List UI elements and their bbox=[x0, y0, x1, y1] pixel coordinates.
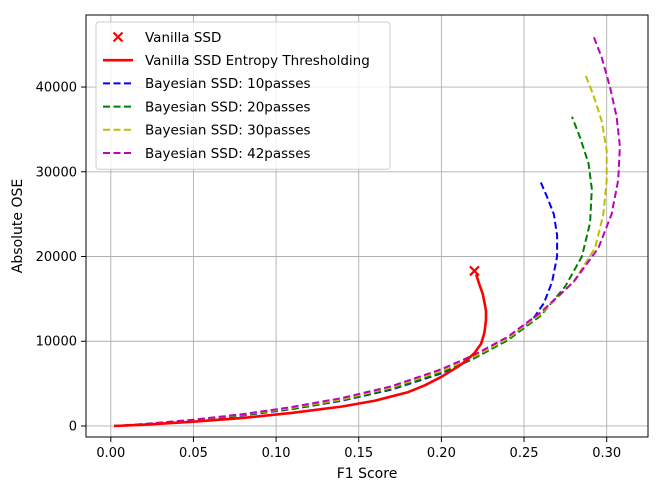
legend-box bbox=[95, 21, 391, 170]
x-tick-label: 0.05 bbox=[179, 446, 208, 461]
x-tick-label: 0.25 bbox=[510, 446, 539, 461]
x-tick-label: 0.15 bbox=[344, 446, 373, 461]
point-marker-vanilla-ssd bbox=[469, 265, 480, 277]
legend-entry-vanilla-ssd-entropy-thresholding: Vanilla SSD Entropy Thresholding bbox=[103, 53, 370, 69]
legend-label: Vanilla SSD Entropy Thresholding bbox=[145, 53, 370, 69]
y-tick-label: 20000 bbox=[36, 250, 77, 265]
y-tick-label: 0 bbox=[69, 419, 77, 434]
x-tick-label: 0.20 bbox=[427, 446, 456, 461]
y-tick-label: 10000 bbox=[36, 335, 77, 350]
legend-entry-vanilla-ssd: Vanilla SSD bbox=[112, 30, 221, 46]
series-line-vanilla-ssd-entropy-thresholding bbox=[114, 273, 488, 428]
series-line-bayesian-ssd-10passes bbox=[114, 181, 559, 427]
legend-marker-x bbox=[112, 31, 124, 43]
x-tick-label: 0.30 bbox=[592, 446, 621, 461]
y-axis-label: Absolute OSE bbox=[10, 179, 26, 273]
x-tick-label: 0.00 bbox=[96, 446, 125, 461]
legend-label: Bayesian SSD: 42passes bbox=[145, 146, 311, 162]
legend-label: Vanilla SSD bbox=[145, 30, 221, 46]
plot-frame bbox=[85, 14, 649, 438]
x-axis-label: F1 Score bbox=[337, 466, 398, 482]
legend-entry-bayesian-ssd-30passes: Bayesian SSD: 30passes bbox=[103, 123, 311, 139]
legend: Vanilla SSD Vanilla SSD Entropy Threshold… bbox=[95, 21, 391, 170]
ticks: 0.00 0.05 0.10 0.15 0.20 0.25 0.30 0 10000 20000 3… bbox=[36, 81, 622, 461]
legend-label: Bayesian SSD: 30passes bbox=[145, 123, 311, 139]
x-tick-label: 0.10 bbox=[262, 446, 291, 461]
legend-label: Bayesian SSD: 10passes bbox=[145, 76, 311, 92]
legend-entry-bayesian-ssd-20passes: Bayesian SSD: 20passes bbox=[103, 99, 311, 115]
series-layer bbox=[114, 35, 621, 428]
axes bbox=[85, 14, 649, 438]
legend-label: Bayesian SSD: 20passes bbox=[145, 99, 311, 115]
y-tick-label: 40000 bbox=[36, 81, 77, 96]
series-line-bayesian-ssd-42passes bbox=[114, 35, 621, 427]
legend-entry-bayesian-ssd-10passes: Bayesian SSD: 10passes bbox=[103, 76, 311, 92]
y-tick-label: 30000 bbox=[36, 165, 77, 180]
legend-entry-bayesian-ssd-42passes: Bayesian SSD: 42passes bbox=[103, 146, 311, 162]
